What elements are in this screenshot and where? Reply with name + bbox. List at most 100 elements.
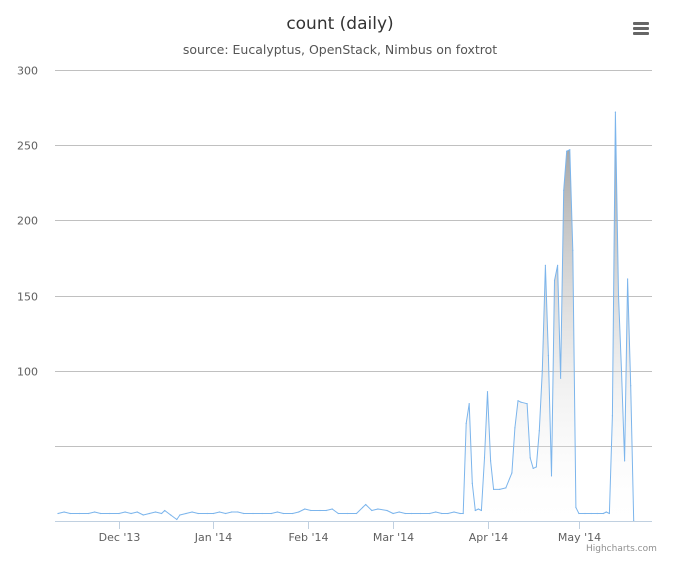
data-point (164, 509, 166, 512)
data-point (337, 512, 339, 515)
data-point (526, 403, 528, 405)
data-point (109, 512, 111, 515)
data-point (447, 512, 449, 515)
data-point (100, 512, 102, 515)
data-point (557, 264, 559, 266)
data-point (465, 422, 467, 424)
data-point (624, 460, 626, 462)
data-point (148, 512, 150, 515)
data-point (225, 512, 227, 515)
data-point (544, 264, 547, 266)
chart-title: count (daily) (286, 14, 394, 34)
data-point (468, 403, 470, 405)
data-point (520, 401, 522, 403)
data-point (298, 511, 300, 513)
data-point (212, 512, 214, 515)
data-point (560, 377, 562, 379)
data-point (410, 512, 412, 515)
data-point (404, 512, 406, 515)
data-point (511, 472, 513, 474)
data-point (419, 512, 422, 515)
data-point (584, 512, 586, 515)
data-point (553, 279, 556, 282)
data-point (611, 415, 614, 417)
series-area (57, 111, 635, 522)
data-point (170, 514, 172, 516)
x-tick-label-4: Apr '14 (469, 531, 509, 544)
data-point (179, 514, 181, 516)
y-tick-label-100: 100 (17, 366, 38, 379)
data-point (69, 512, 71, 515)
data-point (365, 503, 367, 506)
data-point (578, 512, 580, 515)
x-tick-label-2: Feb '14 (289, 531, 329, 544)
data-point (596, 512, 598, 515)
data-point (161, 512, 163, 515)
data-point (331, 508, 333, 510)
data-point (118, 512, 120, 515)
data-point (57, 512, 59, 515)
chart-subtitle: source: Eucalyptus, OpenStack, Nimbus on… (182, 42, 498, 57)
data-point (371, 509, 373, 512)
data-point (602, 512, 604, 515)
data-point (480, 509, 482, 512)
data-point (392, 512, 394, 515)
data-point (87, 512, 90, 515)
data-point (435, 511, 437, 513)
data-point (617, 294, 620, 297)
data-point (276, 511, 278, 513)
data-point (486, 391, 489, 393)
data-point (124, 511, 126, 513)
data-point (575, 506, 577, 509)
data-point (541, 370, 543, 372)
data-point (429, 512, 431, 515)
data-point (493, 488, 495, 490)
x-tick-label-3: Mar '14 (373, 531, 414, 544)
data-point (514, 427, 516, 429)
data-point (499, 488, 501, 490)
data-point (550, 475, 553, 477)
data-point (176, 518, 178, 521)
data-point (505, 487, 507, 489)
data-point (261, 512, 263, 515)
data-point (292, 512, 294, 515)
data-point (538, 430, 540, 432)
data-point (483, 457, 486, 459)
data-point (398, 511, 400, 513)
y-tick-label-150: 150 (17, 291, 38, 304)
data-point (377, 508, 379, 510)
data-point (94, 511, 96, 513)
x-tick-label-5: May '14 (558, 531, 601, 544)
data-point (471, 482, 473, 484)
data-point (614, 111, 617, 113)
data-point (529, 457, 531, 459)
data-point (231, 511, 233, 513)
series-0-line (57, 111, 635, 522)
data-point (608, 512, 611, 515)
data-point (237, 511, 239, 513)
data-point (142, 514, 144, 516)
x-axis: Dec '13 Jan '14 Feb '14 Mar '14 Apr '14 May '… (55, 521, 652, 544)
data-point (605, 511, 607, 513)
data-point (191, 511, 193, 513)
data-point (474, 509, 476, 512)
data-point (566, 150, 568, 152)
hamburger-menu-icon[interactable] (627, 17, 655, 41)
data-point (130, 512, 132, 515)
data-point (569, 149, 571, 151)
data-point (355, 512, 358, 515)
credits-link[interactable]: Highcharts.com (586, 544, 657, 554)
data-point (206, 512, 208, 515)
data-point (563, 189, 565, 191)
data-point (252, 512, 254, 515)
data-point (136, 511, 138, 513)
x-tick-label-1: Jan '14 (194, 531, 232, 544)
data-point (197, 512, 199, 515)
y-axis-labels: 300 250 200 150 100 (17, 65, 38, 379)
y-tick-label-200: 200 (17, 215, 38, 228)
data-point (517, 400, 519, 402)
data-point (78, 512, 80, 515)
data-point (319, 509, 321, 512)
data-point (627, 278, 629, 280)
data-point (535, 466, 537, 468)
